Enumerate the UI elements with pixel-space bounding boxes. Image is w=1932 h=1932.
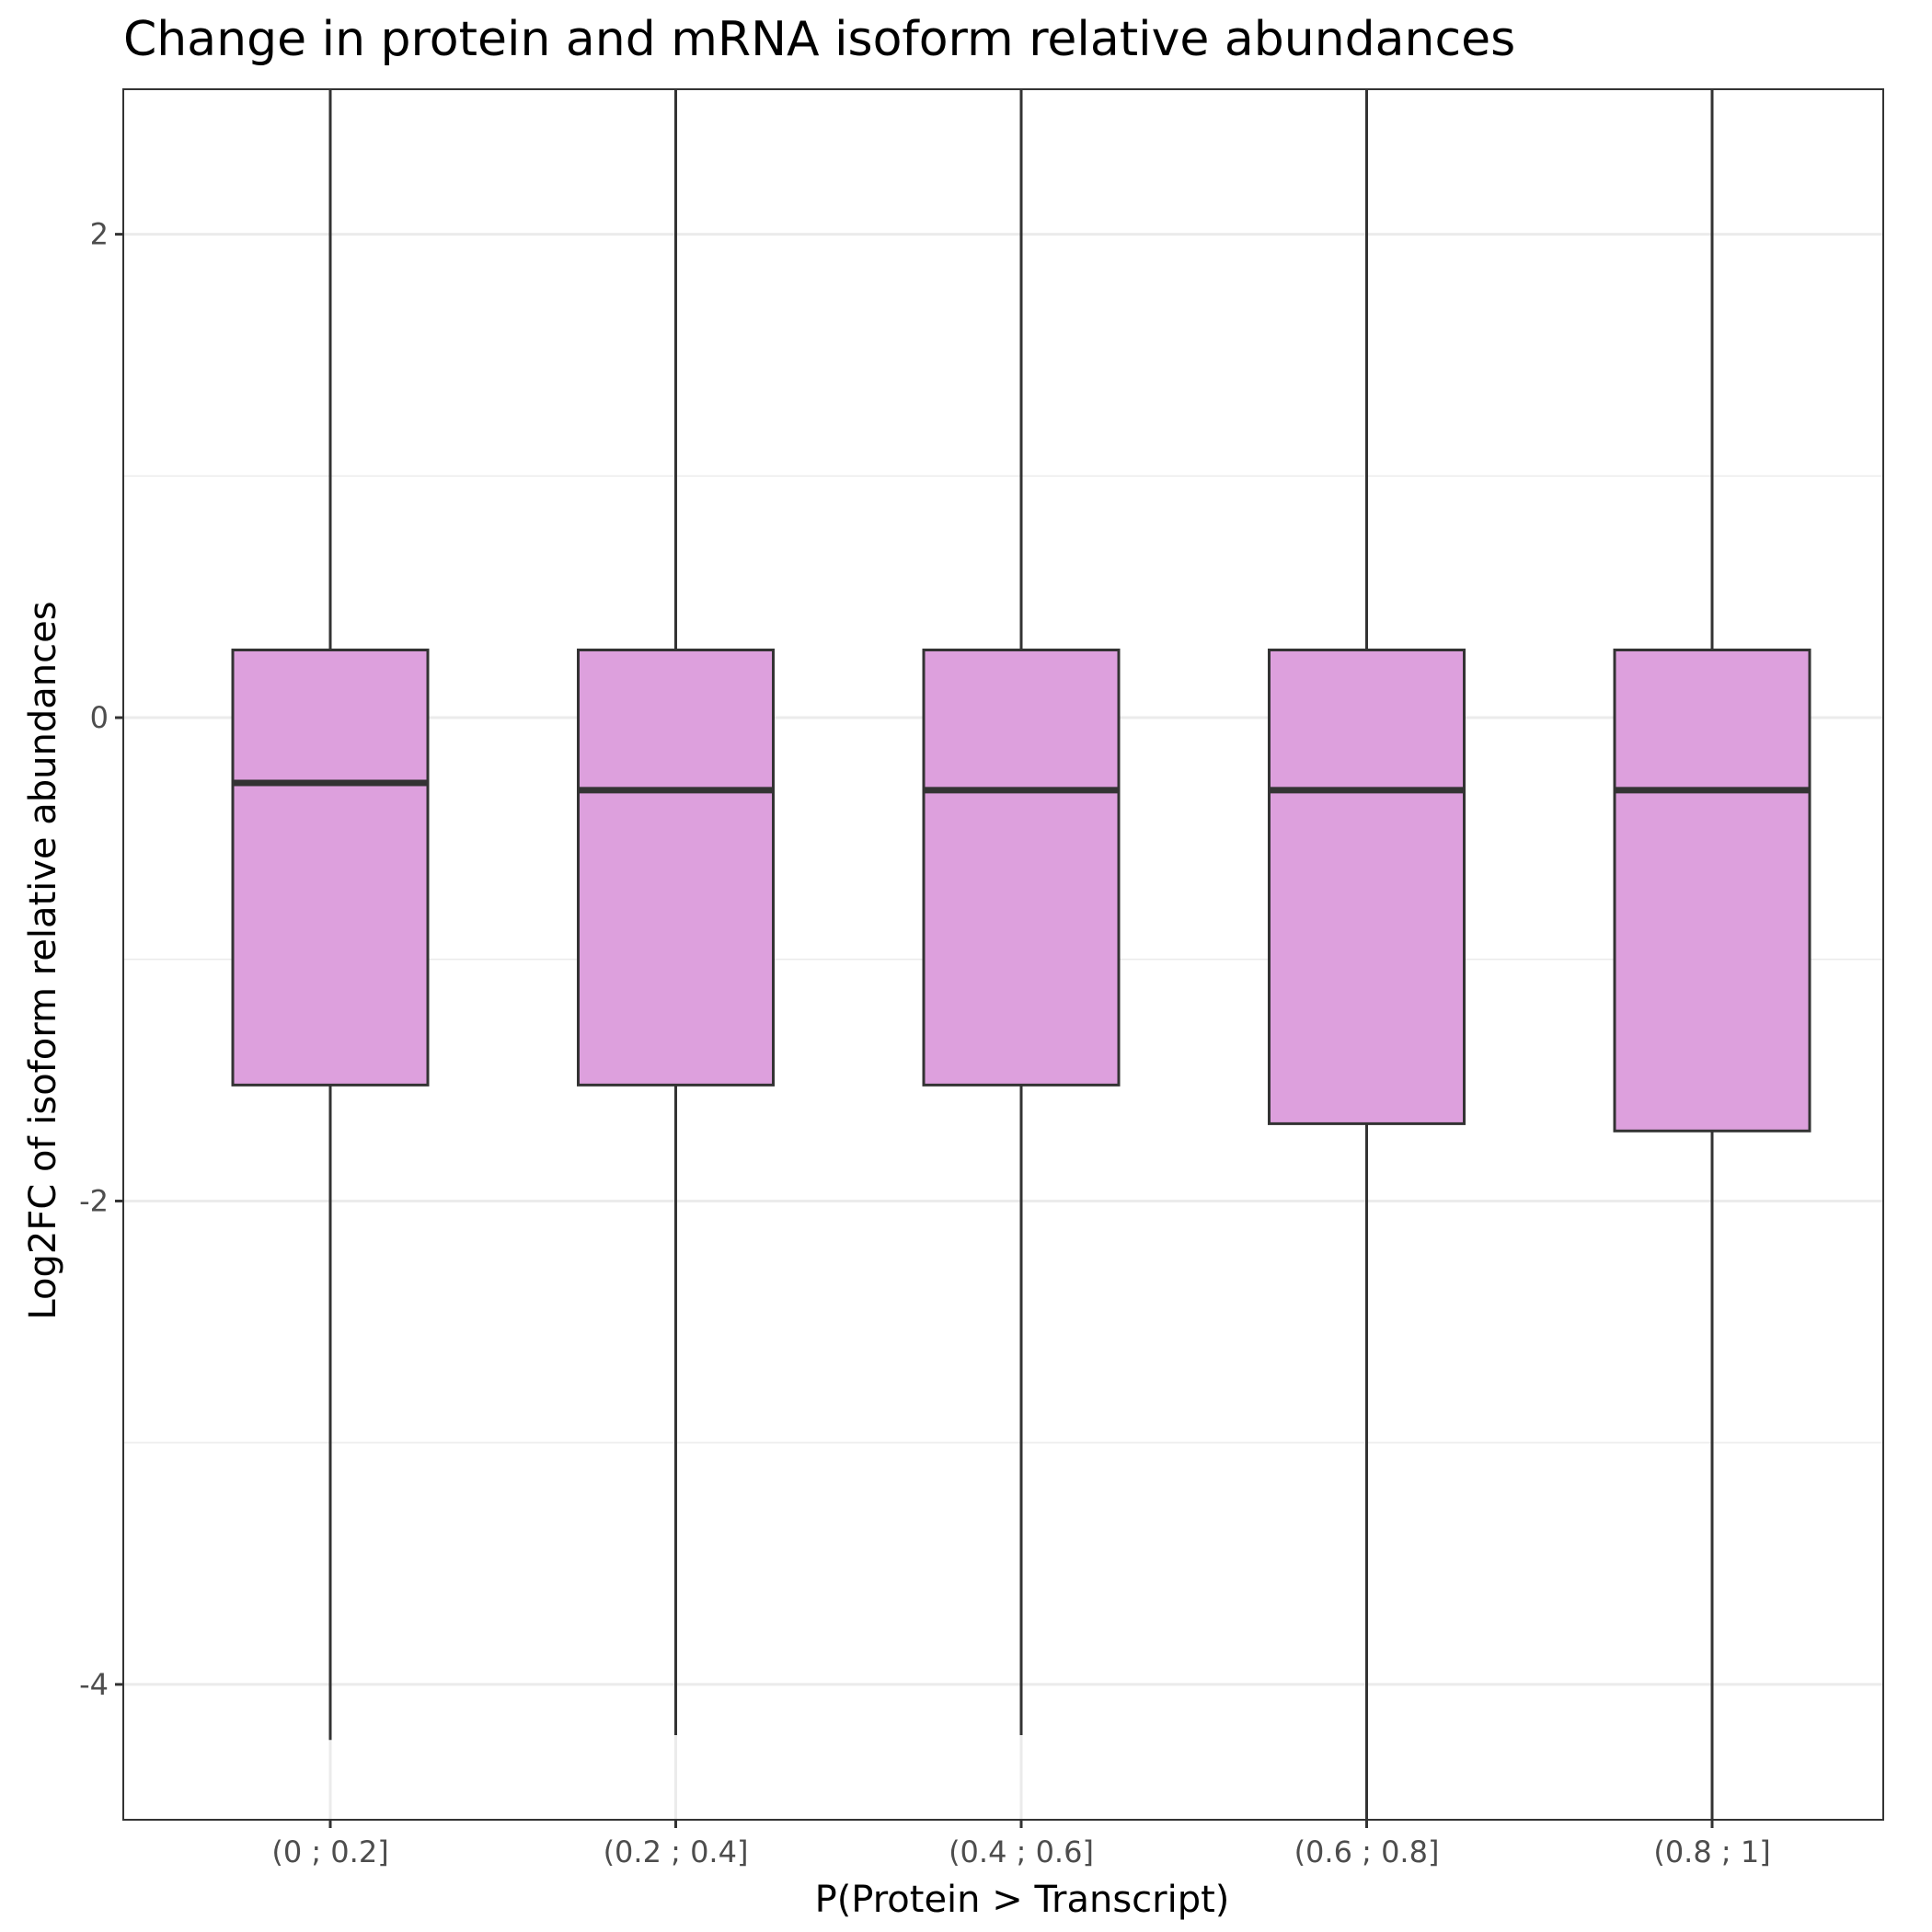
- x-axis-title: P(Protein > Transcript): [815, 1879, 1230, 1921]
- x-tick-label: (0.4 ; 0.6]: [949, 1834, 1094, 1869]
- box-iqr: [231, 648, 430, 1087]
- chart-title: Change in protein and mRNA isoform relat…: [123, 12, 1515, 67]
- y-tick-label: -4: [79, 1667, 109, 1702]
- panel-border: [122, 88, 1884, 1821]
- box-series: [231, 89, 1811, 1820]
- box-iqr: [922, 648, 1121, 1087]
- box-iqr: [1613, 648, 1811, 1133]
- y-axis-title: Log2FC of isoform relative abundances: [22, 601, 64, 1319]
- box-group: [1268, 89, 1466, 1820]
- box-iqr: [577, 648, 775, 1087]
- box-group: [231, 89, 430, 1741]
- box-group: [1613, 89, 1811, 1820]
- box-iqr: [1268, 648, 1466, 1125]
- box-group: [922, 89, 1121, 1736]
- y-tick-label: -2: [79, 1183, 109, 1218]
- box-group: [577, 89, 775, 1736]
- x-tick-label: (0 ; 0.2]: [271, 1834, 388, 1869]
- y-tick-label: 2: [90, 217, 109, 252]
- x-tick-label: (0.8 ; 1]: [1653, 1834, 1770, 1869]
- axes: 2 0 -2 -4 (0 ; 0.2] (0.2 ; 0.4] (0.4 ; 0.6] (0.…: [79, 217, 1771, 1869]
- y-tick-label: 0: [90, 700, 109, 735]
- x-tick-label: (0.2 ; 0.4]: [604, 1834, 749, 1869]
- x-tick-label: (0.6 ; 0.8]: [1294, 1834, 1440, 1869]
